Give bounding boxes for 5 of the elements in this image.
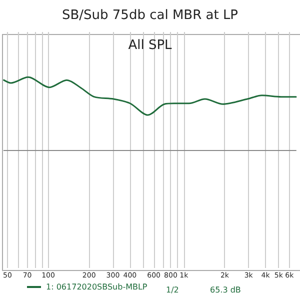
text: 65.3 dB [210,286,241,294]
chart-title: SB/Sub 75db cal MBR at LP [62,8,238,23]
chart-subtitle: All SPL [128,38,173,53]
text: 1/2 [166,286,179,294]
legend-label: 1: 06172020SBSub-MBLP [46,282,148,292]
